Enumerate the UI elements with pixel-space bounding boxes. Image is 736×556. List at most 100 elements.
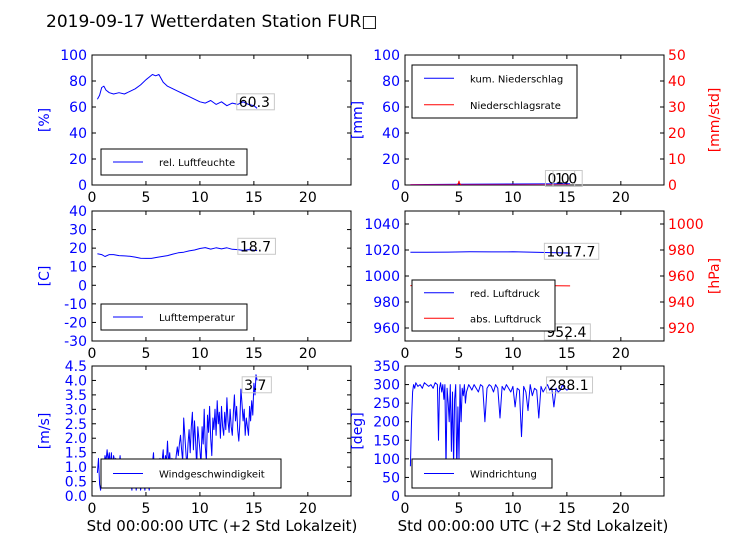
legend-box [411, 64, 578, 119]
x-tick-label: 10 [504, 346, 522, 362]
y-tick-label: 0 [78, 278, 87, 294]
series-line-precip-0 [410, 183, 571, 185]
value-annotation-box [237, 237, 276, 255]
plot-frame [91, 365, 352, 497]
y-axis-label: [C] [37, 266, 53, 287]
y-tick-label: 20 [69, 241, 87, 257]
x-tick-label: 20 [299, 501, 317, 517]
plot-frame [91, 210, 352, 342]
y2-tick-label: 40 [668, 74, 686, 90]
y-tick-label: 60 [69, 100, 87, 116]
y-tick-label: 1.0 [65, 460, 87, 476]
value-annotation: 18.7 [240, 239, 271, 255]
y-tick-label: 3.5 [65, 388, 87, 404]
x-tick-label: 15 [245, 501, 263, 517]
x-tick-label: 5 [454, 501, 463, 517]
y2-tick-label: 30 [668, 100, 686, 116]
x-tick-label: 20 [612, 501, 630, 517]
value-annotation-box [552, 170, 583, 187]
subplot-pressure: 0 5 10 15 20 960 980 1000 1020 1040 920 940 960 980 10… [364, 210, 723, 362]
x-tick-label: 20 [612, 346, 630, 362]
value-annotation-box [546, 376, 594, 394]
x-tick-label: 15 [245, 190, 263, 206]
x-tick-label: 0 [401, 190, 410, 206]
y2-axis-label: [mm/std] [707, 88, 723, 153]
x-tick-label: 20 [612, 190, 630, 206]
x-tick-label: 5 [454, 190, 463, 206]
y-tick-label: 2.0 [65, 431, 87, 447]
y-tick-label: 2.5 [65, 417, 87, 433]
value-annotation: 3.7 [244, 378, 266, 394]
legend-entry: Lufttemperatur [159, 313, 236, 324]
y-tick-label: 80 [69, 74, 87, 90]
x-tick-label: 0 [88, 346, 97, 362]
series-line-humidity-0 [96, 74, 258, 109]
series-line-winddir-0 [409, 382, 571, 475]
y2-tick-label: 920 [668, 321, 695, 337]
series-line-pressure-0 [410, 251, 571, 254]
y2-tick-label: 20 [668, 126, 686, 142]
x-tick-label: 10 [504, 501, 522, 517]
y-tick-label: 30 [69, 223, 87, 239]
y-tick-label: 980 [373, 295, 400, 311]
y-tick-label: 0 [78, 178, 87, 194]
y-tick-label: 40 [382, 126, 400, 142]
y2-tick-label: 1000 [668, 217, 704, 233]
y-tick-label: 3.0 [65, 402, 87, 418]
y-tick-label: -30 [64, 334, 87, 350]
x-axis-label-left: Std 00:00:00 UTC (+2 Std Lokalzeit) [87, 517, 358, 535]
x-tick-label: 10 [191, 501, 209, 517]
x-tick-label: 10 [191, 190, 209, 206]
y-tick-label: 100 [60, 48, 87, 64]
x-axis-label-right: Std 00:00:00 UTC (+2 Std Lokalzeit) [398, 517, 669, 535]
legend-box [411, 279, 556, 332]
x-tick-label: 5 [141, 501, 150, 517]
x-tick-label: 15 [558, 501, 576, 517]
x-tick-label: 0 [88, 501, 97, 517]
value-annotation: 952.4 [546, 325, 586, 341]
plot-frame [91, 54, 352, 186]
y-tick-label: 40 [69, 204, 87, 220]
subplot-temperature: 0 5 10 15 20 -30 -20 -10 0 10 20 30 40 [C] 18.7 Lufttem… [37, 204, 352, 362]
y2-tick-label: 960 [668, 269, 695, 285]
y-tick-label: 0.5 [65, 475, 87, 491]
y-axis-label: [deg] [350, 412, 366, 449]
y-tick-label: 1020 [364, 243, 400, 259]
legend-entry: red. Luftdruck [470, 289, 540, 300]
y2-axis-label: [hPa] [707, 258, 723, 294]
y-tick-label: 40 [69, 126, 87, 142]
y2-tick-label: 10 [668, 152, 686, 168]
y2-tick-label: 0 [668, 178, 677, 194]
y-tick-label: 20 [69, 152, 87, 168]
y-tick-label: -10 [64, 297, 87, 313]
y-tick-label: 100 [373, 452, 400, 468]
y-tick-label: -20 [64, 315, 87, 331]
y-tick-label: 4.5 [65, 359, 87, 375]
x-tick-label: 10 [504, 190, 522, 206]
y-tick-label: 0 [391, 178, 400, 194]
subplot-windspeed: 0 5 10 15 20 0.00.51.01.52.02.53.03.54.04.5 [m… [37, 359, 352, 517]
x-tick-label: 5 [141, 190, 150, 206]
y-axis-label: [m/s] [37, 413, 53, 450]
subplot-humidity: 0 5 10 15 20 0 20 40 60 80 100 [%] 60.3 rel. Luftfeuc… [37, 48, 352, 206]
value-annotation-box [543, 242, 600, 260]
legend-entry: Windrichtung [470, 470, 537, 481]
figure-title: 2019-09-17 Wetterdaten Station FUR□ [46, 12, 377, 32]
legend-entry: abs. Luftdruck [470, 314, 541, 325]
subplot-winddir: 0 5 10 15 20050100150200250300350[deg]288.1W… [350, 359, 665, 517]
y-tick-label: 1000 [364, 269, 400, 285]
x-tick-label: 15 [558, 190, 576, 206]
y-tick-label: 300 [373, 378, 400, 394]
y-tick-label: 10 [69, 260, 87, 276]
legend-entry: rel. Luftfeuchte [159, 158, 235, 169]
x-tick-label: 5 [141, 346, 150, 362]
y2-tick-label: 940 [668, 295, 695, 311]
plot-frame [404, 365, 665, 497]
y2-tick-label: 50 [668, 48, 686, 64]
value-annotation-box [236, 93, 275, 111]
y-tick-label: 80 [382, 74, 400, 90]
value-annotation-box [241, 376, 272, 394]
x-tick-label: 10 [191, 346, 209, 362]
value-annotation: 288.1 [549, 378, 589, 394]
